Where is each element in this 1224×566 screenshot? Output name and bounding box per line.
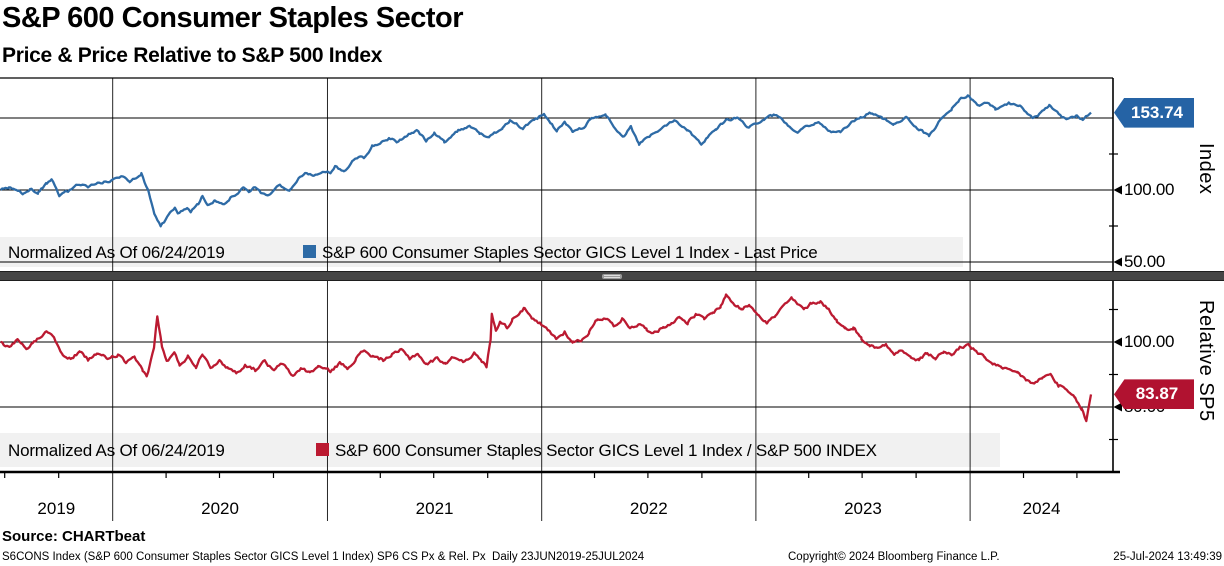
page-title: S&P 600 Consumer Staples Sector	[2, 2, 464, 34]
footer-security-info: S6CONS Index (S&P 600 Consumer Staples S…	[2, 551, 645, 563]
x-year-label: 2019	[37, 499, 76, 518]
legend-swatch-price	[303, 245, 316, 258]
last-price-badge-price: 153.74	[1114, 97, 1194, 128]
y-tick-label: 100.00	[1124, 180, 1175, 199]
x-year-label: 2024	[1022, 499, 1061, 518]
footer-copyright: Copyright© 2024 Bloomberg Finance L.P.	[788, 551, 1000, 563]
splitter-handle[interactable]	[602, 274, 622, 279]
panel-splitter	[0, 271, 1224, 281]
normalized-note-relative: Normalized As Of 06/24/2019	[8, 441, 225, 460]
x-year-label: 2022	[629, 499, 668, 518]
axis-name-index: Index	[1195, 143, 1217, 195]
y-tick-label: 100.00	[1124, 332, 1175, 351]
legend-swatch-relative	[316, 443, 329, 456]
normalized-note-price: Normalized As Of 06/24/2019	[8, 243, 225, 262]
last-price-badge-relative: 83.87	[1114, 379, 1194, 410]
x-year-label: 2023	[844, 499, 882, 518]
axis-name-relative-sp5: Relative SP5	[1195, 300, 1217, 422]
legend-strip-relative	[0, 433, 1000, 467]
footer-timestamp: 25-Jul-2024 13:49:39	[1113, 551, 1222, 563]
legend-label-price: S&P 600 Consumer Staples Sector GICS Lev…	[322, 243, 818, 262]
legend-label-relative: S&P 600 Consumer Staples Sector GICS Lev…	[335, 441, 877, 460]
page-subtitle: Price & Price Relative to S&P 500 Index	[2, 44, 383, 67]
x-year-label: 2020	[201, 499, 239, 518]
x-year-label: 2021	[415, 499, 454, 518]
y-tick-label: 50.00	[1124, 252, 1166, 271]
source-line: Source: CHARTbeat	[2, 528, 146, 545]
